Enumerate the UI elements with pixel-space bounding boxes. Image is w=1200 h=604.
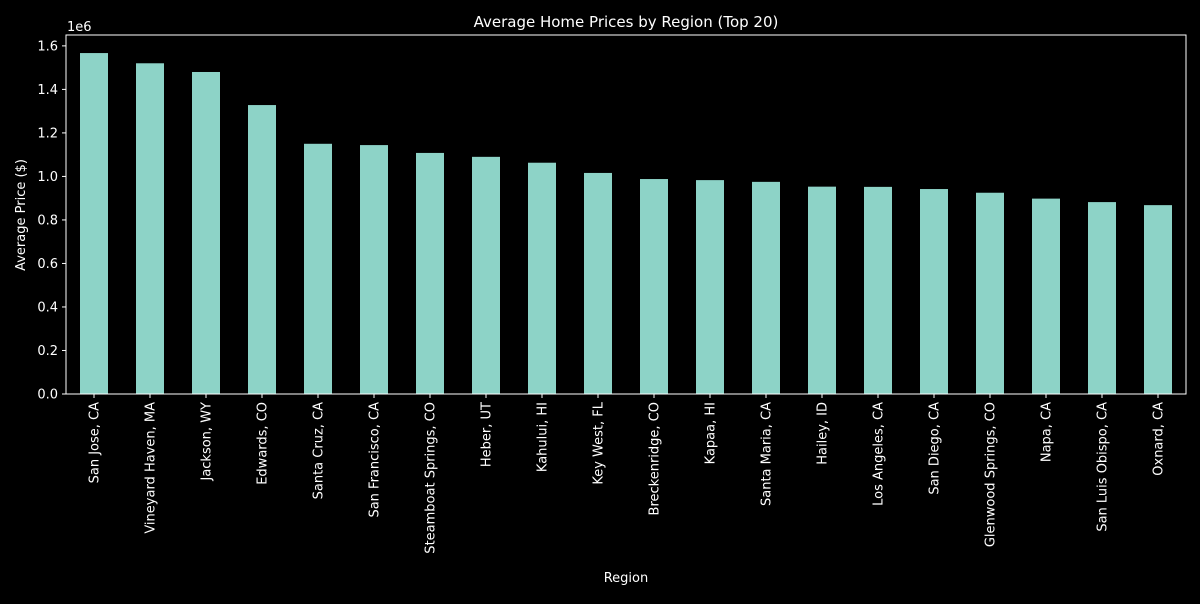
y-tick-label-3: 0.6	[37, 257, 58, 272]
x-tick-label-6: Steamboat Springs, CO	[424, 402, 439, 554]
bar-14	[864, 186, 892, 394]
bar-8	[528, 162, 556, 394]
x-tick-label-16: Glenwood Springs, CO	[984, 402, 999, 547]
plot-frame	[65, 34, 1187, 395]
x-tick-label-2: Jackson, WY	[200, 402, 215, 482]
x-tick-label-10: Breckenridge, CO	[648, 402, 663, 515]
x-tick-label-5: San Francisco, CA	[368, 402, 383, 518]
bar-3	[248, 105, 276, 394]
y-tick-label-0: 0.0	[37, 388, 58, 403]
y-tick-label-2: 0.4	[37, 300, 58, 315]
y-axis-label: Average Price ($)	[14, 159, 29, 271]
y-tick-label-4: 0.8	[37, 213, 58, 228]
y-tick-label-8: 1.6	[37, 39, 58, 54]
bar-17	[1032, 198, 1060, 394]
x-tick-label-0: San Jose, CA	[88, 402, 103, 483]
bars-group	[80, 53, 1172, 395]
x-tick-label-17: Napa, CA	[1040, 402, 1055, 462]
x-tick-label-8: Kahului, HI	[536, 402, 551, 472]
bar-16	[976, 192, 1004, 394]
bar-6	[416, 152, 444, 394]
bar-19	[1144, 205, 1172, 394]
x-tick-label-18: San Luis Obispo, CA	[1096, 402, 1111, 532]
x-tick-label-3: Edwards, CO	[256, 402, 271, 485]
y-scale-label: 1e6	[67, 20, 92, 35]
chart-title: Average Home Prices by Region (Top 20)	[474, 13, 779, 31]
x-tick-label-13: Hailey, ID	[816, 402, 831, 465]
y-tick-label-1: 0.2	[37, 344, 58, 359]
bar-18	[1088, 202, 1116, 394]
bar-0	[80, 53, 108, 395]
y-tick-label-6: 1.2	[37, 126, 58, 141]
bar-10	[640, 179, 668, 394]
x-tick-label-11: Kapaa, HI	[704, 402, 719, 464]
bar-9	[584, 172, 612, 394]
y-tick-label-5: 1.0	[37, 170, 58, 185]
bar-13	[808, 186, 836, 394]
x-tick-label-7: Heber, UT	[480, 402, 495, 467]
x-axis-label: Region	[604, 571, 649, 586]
x-tick-label-1: Vineyard Haven, MA	[144, 402, 159, 534]
bar-12	[752, 181, 780, 394]
bar-1	[136, 63, 164, 394]
bar-11	[696, 180, 724, 394]
x-tick-label-12: Santa Maria, CA	[760, 402, 775, 506]
x-tick-label-14: Los Angeles, CA	[872, 402, 887, 506]
bar-15	[920, 189, 948, 394]
y-axis: 0.0 0.2 0.4 0.6 0.8 1.0 1.2 1.4 1.6	[37, 39, 66, 403]
x-tick-label-15: San Diego, CA	[928, 402, 943, 495]
y-tick-label-7: 1.4	[37, 83, 58, 98]
x-tick-label-9: Key West, FL	[592, 401, 607, 484]
x-tick-label-4: Santa Cruz, CA	[312, 402, 327, 499]
bar-4	[304, 143, 332, 394]
x-axis: San Jose, CA Vineyard Haven, MA Jackson, W…	[88, 394, 1167, 554]
bar-5	[360, 145, 388, 394]
bar-7	[472, 156, 500, 394]
bar-2	[192, 71, 220, 395]
x-tick-label-19: Oxnard, CA	[1152, 402, 1167, 476]
